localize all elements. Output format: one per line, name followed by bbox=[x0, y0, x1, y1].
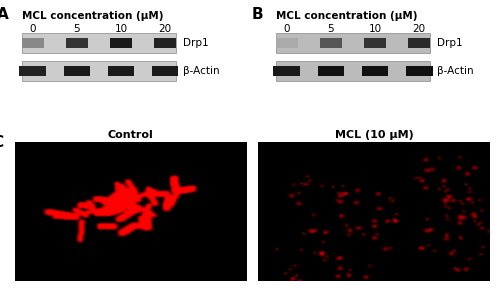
FancyBboxPatch shape bbox=[108, 66, 134, 75]
Text: Drp1: Drp1 bbox=[437, 38, 462, 48]
FancyBboxPatch shape bbox=[318, 66, 344, 75]
FancyBboxPatch shape bbox=[152, 66, 178, 75]
FancyBboxPatch shape bbox=[22, 61, 176, 81]
FancyBboxPatch shape bbox=[20, 66, 46, 75]
Text: β-Actin: β-Actin bbox=[183, 66, 220, 76]
FancyBboxPatch shape bbox=[64, 66, 90, 75]
Text: MCL concentration (μM): MCL concentration (μM) bbox=[276, 12, 417, 21]
Text: C: C bbox=[0, 135, 3, 150]
Text: Drp1: Drp1 bbox=[183, 38, 208, 48]
FancyBboxPatch shape bbox=[408, 38, 430, 48]
FancyBboxPatch shape bbox=[22, 38, 44, 48]
FancyBboxPatch shape bbox=[276, 33, 430, 53]
FancyBboxPatch shape bbox=[276, 61, 430, 81]
FancyBboxPatch shape bbox=[154, 38, 176, 48]
Text: 5: 5 bbox=[328, 24, 334, 35]
Text: 0: 0 bbox=[30, 24, 36, 35]
FancyBboxPatch shape bbox=[274, 66, 300, 75]
FancyBboxPatch shape bbox=[66, 38, 88, 48]
Text: 10: 10 bbox=[368, 24, 382, 35]
FancyBboxPatch shape bbox=[362, 66, 388, 75]
Title: MCL (10 μM): MCL (10 μM) bbox=[335, 130, 413, 140]
Text: A: A bbox=[0, 7, 9, 22]
Text: 0: 0 bbox=[284, 24, 290, 35]
Text: 20: 20 bbox=[412, 24, 426, 35]
FancyBboxPatch shape bbox=[22, 33, 176, 53]
FancyBboxPatch shape bbox=[406, 66, 432, 75]
FancyBboxPatch shape bbox=[320, 38, 342, 48]
Text: B: B bbox=[252, 7, 263, 22]
FancyBboxPatch shape bbox=[110, 38, 132, 48]
Text: MCL concentration (μM): MCL concentration (μM) bbox=[22, 12, 163, 21]
FancyBboxPatch shape bbox=[364, 38, 386, 48]
FancyBboxPatch shape bbox=[276, 38, 298, 48]
Text: 20: 20 bbox=[158, 24, 172, 35]
Text: 5: 5 bbox=[74, 24, 80, 35]
Text: β-Actin: β-Actin bbox=[437, 66, 474, 76]
Title: Control: Control bbox=[108, 130, 154, 140]
Text: 10: 10 bbox=[114, 24, 128, 35]
